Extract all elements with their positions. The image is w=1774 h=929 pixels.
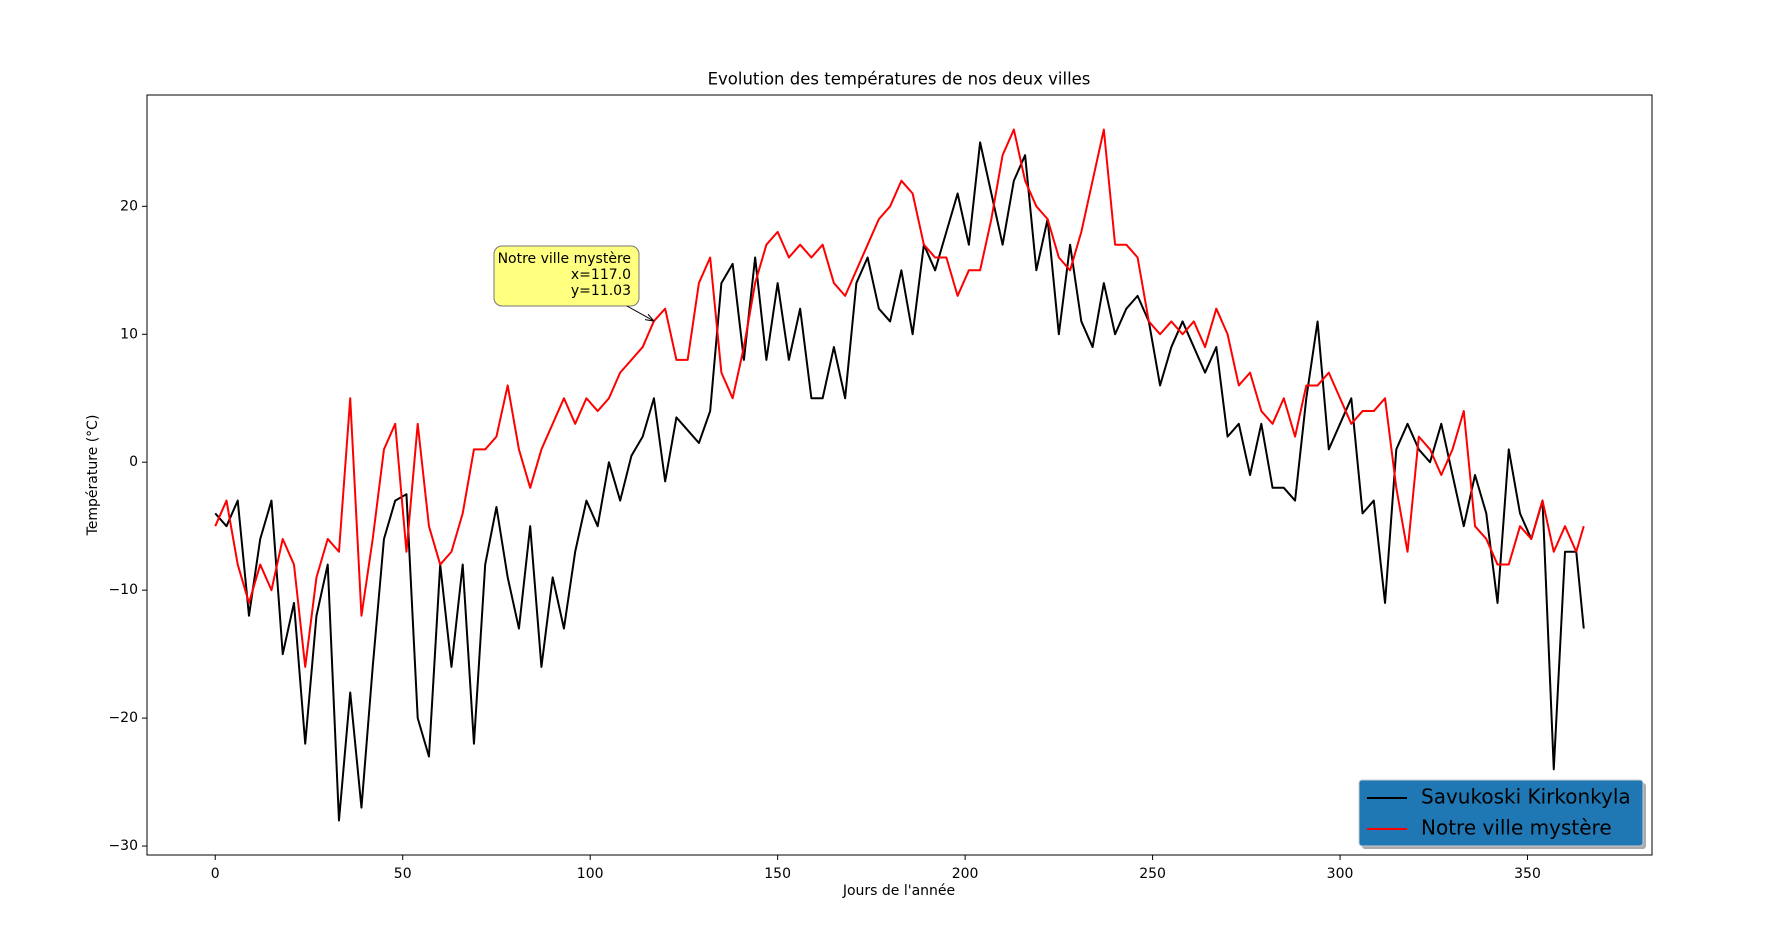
y-tick-label: 10 (120, 326, 138, 342)
y-tick-label: −30 (108, 838, 138, 854)
annotation-text: x=117.0 (571, 267, 631, 283)
series-line (214, 141, 1585, 822)
y-tick-label: 20 (120, 198, 138, 214)
y-tick-label: −10 (108, 582, 138, 598)
x-axis-label: Jours de l'année (842, 883, 955, 899)
y-axis-label: Température (°C) (85, 415, 101, 537)
legend-label: Savukoski Kirkonkyla (1421, 785, 1631, 809)
annotation-arrow (626, 305, 655, 322)
annotation-text: Notre ville mystère (498, 251, 631, 267)
x-tick-label: 100 (577, 866, 604, 882)
x-tick-label: 0 (211, 866, 220, 882)
legend-label: Notre ville mystère (1421, 816, 1612, 840)
x-tick-label: 150 (764, 866, 791, 882)
x-tick-label: 300 (1327, 866, 1354, 882)
x-tick-label: 200 (952, 866, 979, 882)
annotation-box (493, 245, 640, 307)
annotation-arrowhead (644, 313, 655, 322)
x-tick-label: 250 (1139, 866, 1166, 882)
y-tick-label: −20 (108, 710, 138, 726)
y-tick-label: 0 (129, 454, 138, 470)
legend-box (1358, 779, 1644, 847)
x-tick-label: 50 (394, 866, 412, 882)
annotation-text: y=11.03 (571, 283, 631, 299)
chart-title: Evolution des températures de nos deux v… (708, 70, 1091, 89)
series-line (214, 128, 1585, 668)
x-tick-label: 350 (1514, 866, 1541, 882)
plot-frame (146, 94, 1653, 856)
